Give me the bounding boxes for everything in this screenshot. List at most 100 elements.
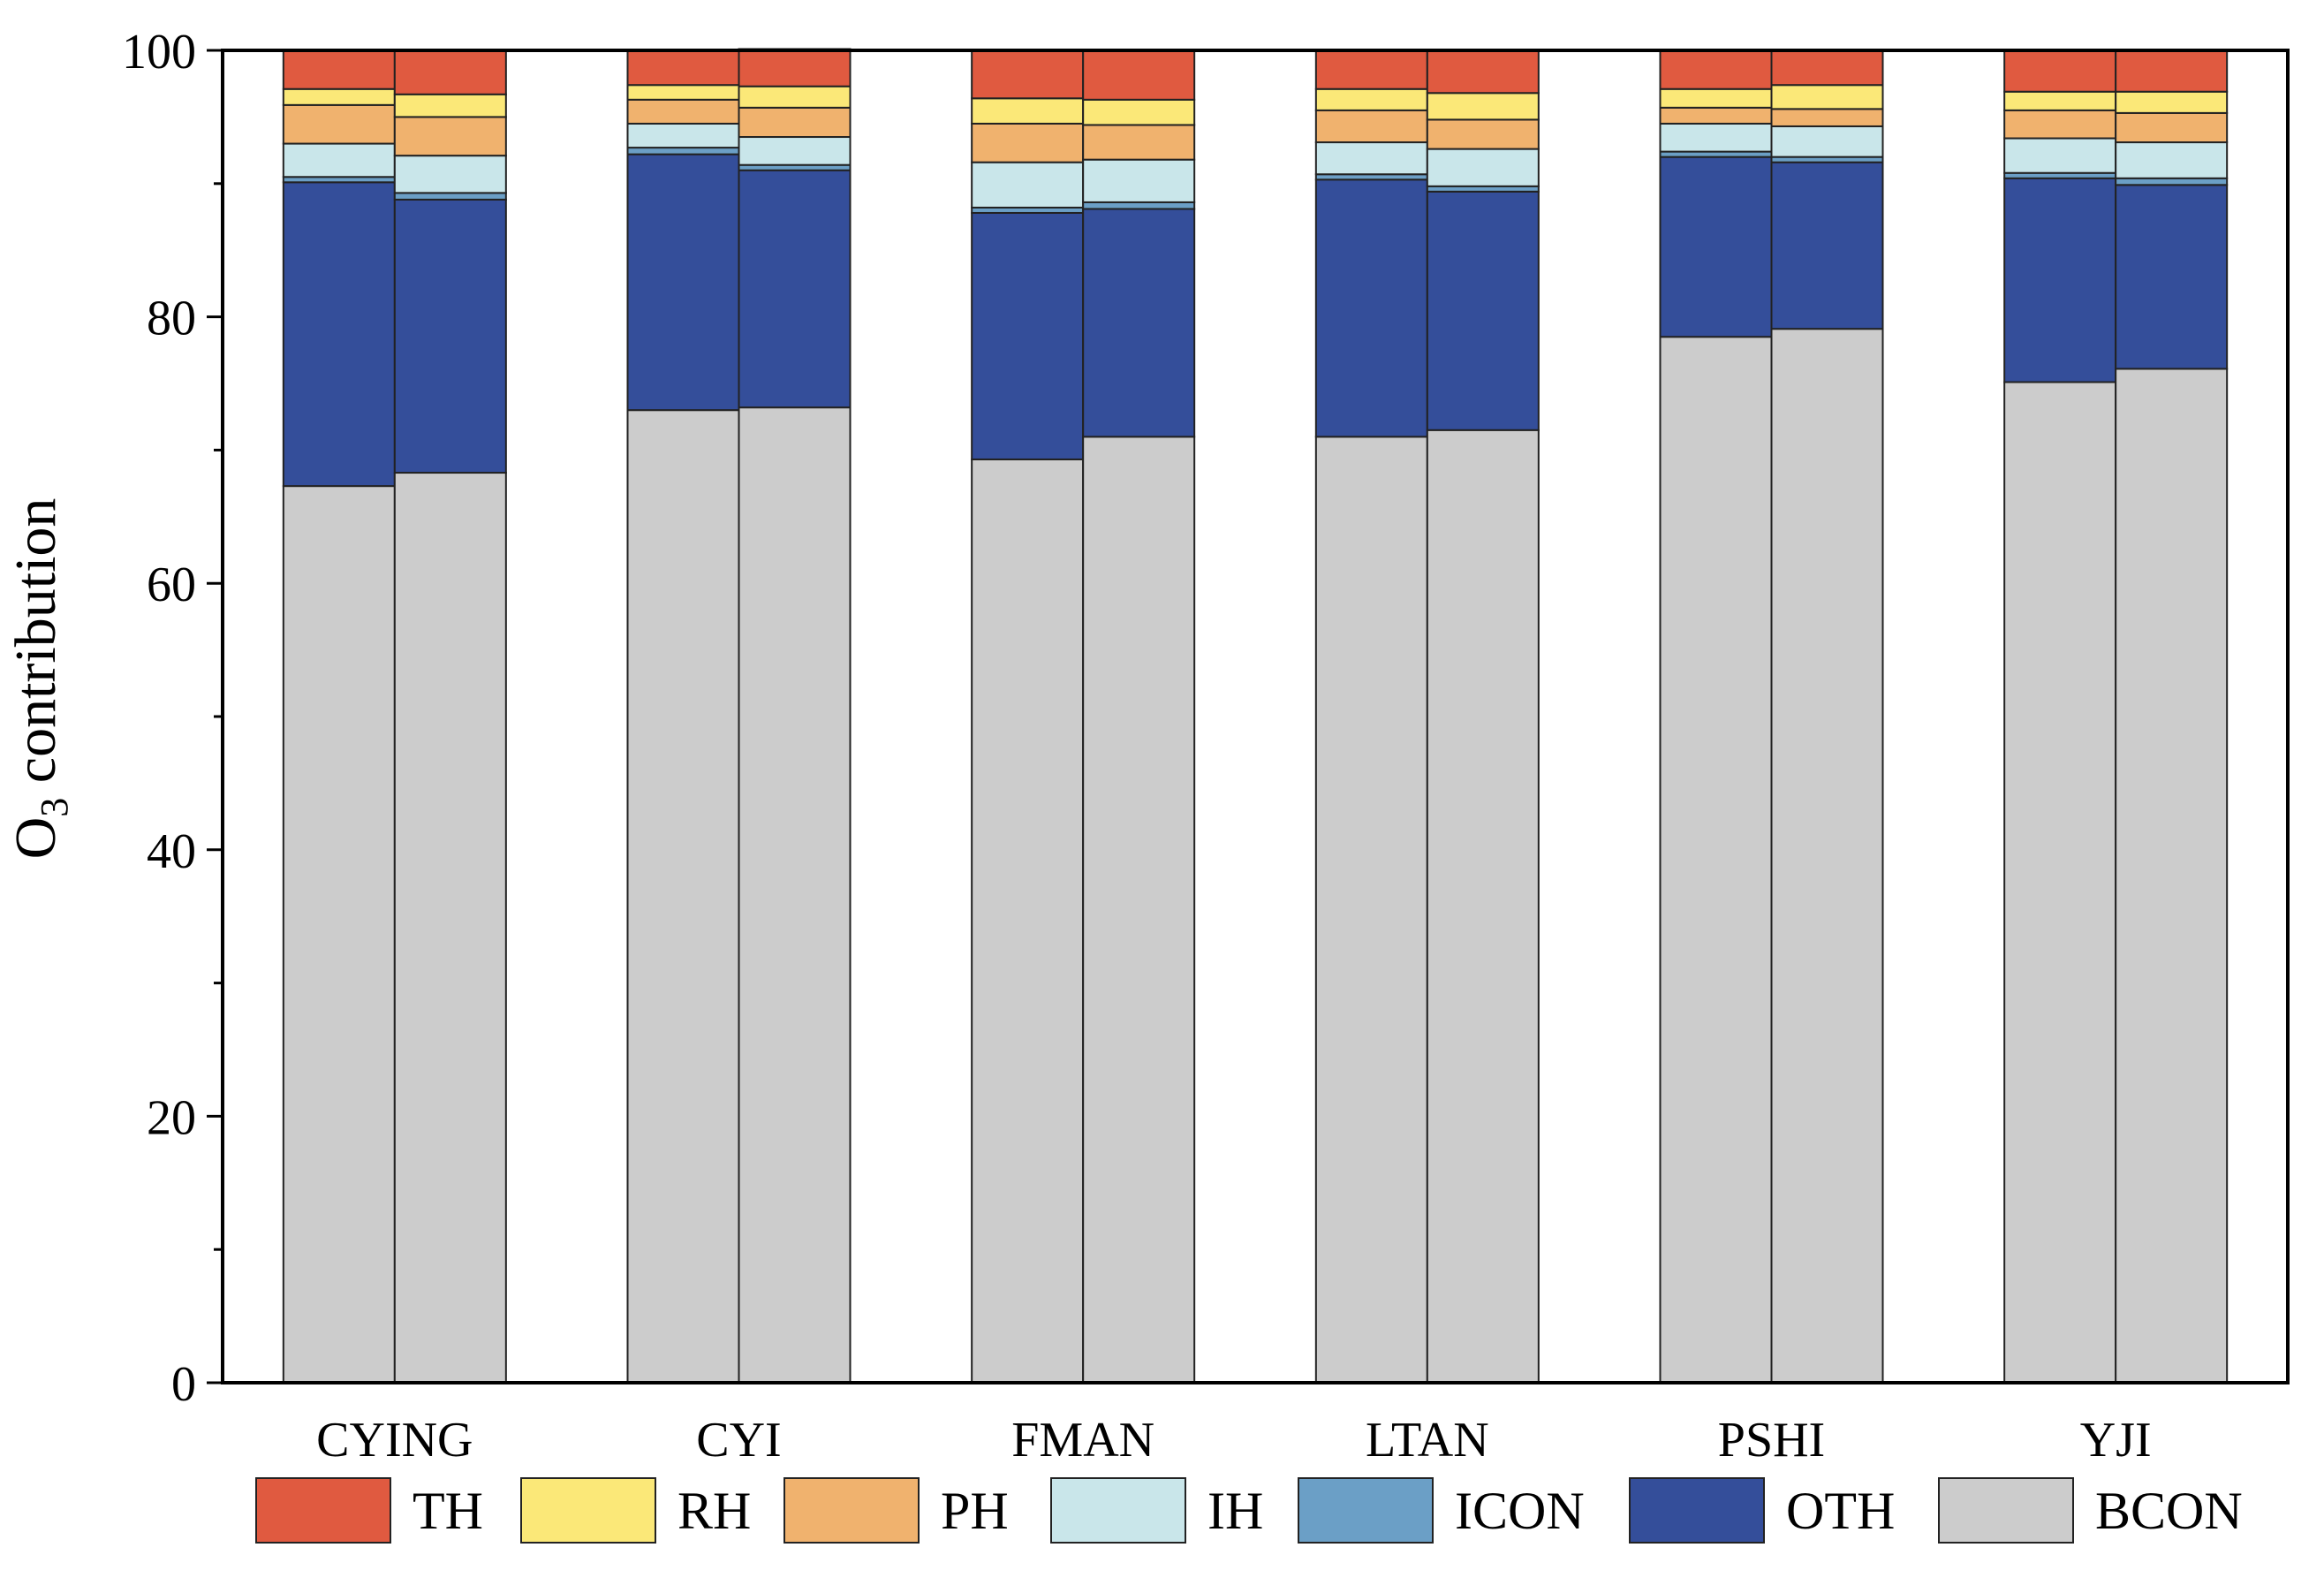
bar-segment-rh-cyi-2 (738, 85, 852, 109)
axes-group (221, 49, 2290, 1384)
bar-segment-icon-cyi-1 (626, 147, 740, 156)
bar-segment-ih-cying-2 (393, 155, 507, 194)
y-ticks-group: 0 20 40 60 80 100 (122, 25, 223, 1412)
bar-segment-ih-yji-1 (2003, 137, 2117, 174)
bar-segment-th-cyi-1 (626, 49, 740, 87)
bar-segment-th-fman-2 (1082, 49, 1196, 101)
legend-label-rh: RH (678, 1482, 751, 1540)
bar-segment-th-yji-1 (2003, 49, 2117, 93)
bar-segment-th-pshi-2 (1770, 49, 1884, 87)
legend-label-icon: ICON (1455, 1482, 1585, 1540)
bar-segment-rh-yji-2 (2115, 90, 2229, 114)
bar-segment-ph-cyi-1 (626, 98, 740, 125)
bar-segment-bcon-ltan-2 (1426, 429, 1540, 1384)
bar-segment-th-fman-1 (971, 49, 1085, 100)
bar-segment-oth-cyi-1 (626, 153, 740, 412)
legend-swatch-oth (1629, 1477, 1765, 1544)
bar-segment-ph-pshi-1 (1659, 106, 1773, 125)
bar-segment-rh-cying-2 (393, 93, 507, 118)
bar-segment-th-ltan-2 (1426, 49, 1540, 95)
legend-swatch-icon (1298, 1477, 1434, 1544)
bar-segment-th-cying-1 (282, 49, 396, 90)
legend: TH RH PH IH ICON OTH BCON (255, 1477, 2243, 1544)
y-tick-label-60: 60 (147, 558, 196, 612)
bar-segment-icon-fman-2 (1082, 201, 1196, 210)
bar-segment-ih-cyi-1 (626, 122, 740, 149)
bar-segment-oth-ltan-2 (1426, 190, 1540, 431)
legend-label-th: TH (413, 1482, 483, 1540)
bar-segment-ph-cying-2 (393, 116, 507, 157)
x-category-label-ltan: LTAN (1366, 1413, 1489, 1468)
bar-segment-th-pshi-1 (1659, 49, 1773, 90)
legend-swatch-ih (1050, 1477, 1186, 1544)
bar-segment-bcon-yji-2 (2115, 368, 2229, 1384)
bar-segment-bcon-pshi-1 (1659, 336, 1773, 1384)
legend-swatch-rh (520, 1477, 656, 1544)
bar-segment-th-cyi-2 (738, 48, 852, 87)
bar-segment-oth-cying-2 (393, 198, 507, 474)
bar-segment-rh-pshi-1 (1659, 87, 1773, 109)
y-tick-label-0: 0 (171, 1357, 196, 1412)
bar-segment-bcon-cying-1 (282, 485, 396, 1384)
bar-segment-bcon-cyi-1 (626, 409, 740, 1384)
y-tick-label-100: 100 (122, 25, 196, 80)
bar-segment-ph-yji-2 (2115, 111, 2229, 144)
bar-segment-oth-cying-1 (282, 181, 396, 488)
bar-segment-ph-pshi-2 (1770, 108, 1884, 127)
bar-segment-rh-fman-2 (1082, 98, 1196, 126)
bar-segment-rh-yji-1 (2003, 90, 2117, 111)
bar-segment-bcon-ltan-1 (1314, 436, 1428, 1384)
bar-segment-ih-fman-1 (971, 161, 1085, 209)
y-axis-title-subscript: 3 (33, 798, 76, 817)
bar-segment-ph-ltan-1 (1314, 109, 1428, 144)
legend-label-ph: PH (941, 1482, 1009, 1540)
bar-segment-ph-cyi-2 (738, 106, 852, 139)
bar-segment-oth-fman-2 (1082, 208, 1196, 438)
legend-label-bcon: BCON (2095, 1482, 2243, 1540)
bar-segment-ih-pshi-1 (1659, 122, 1773, 153)
bar-segment-ph-fman-1 (971, 122, 1085, 163)
bar-segment-oth-ltan-1 (1314, 178, 1428, 438)
bar-segment-bcon-cying-2 (393, 472, 507, 1384)
bar-segment-rh-ltan-2 (1426, 92, 1540, 121)
legend-label-ih: IH (1207, 1482, 1263, 1540)
bar-segment-ih-yji-2 (2115, 141, 2229, 179)
legend-label-oth: OTH (1786, 1482, 1895, 1540)
bar-segment-th-yji-2 (2115, 49, 2229, 93)
bar-segment-rh-cying-1 (282, 87, 396, 106)
x-category-label-pshi: PSHI (1718, 1413, 1825, 1468)
bar-segment-ih-pshi-2 (1770, 125, 1884, 158)
bar-segment-bcon-yji-1 (2003, 381, 2117, 1384)
y-axis-title-suffix: contribution (4, 498, 68, 798)
x-category-label-yji: YJI (2080, 1413, 2152, 1468)
bar-segment-ih-fman-2 (1082, 158, 1196, 203)
bar-segment-rh-fman-1 (971, 97, 1085, 125)
x-category-label-cyi: CYI (696, 1413, 781, 1468)
bar-segment-ph-cying-1 (282, 103, 396, 145)
bar-segment-icon-cying-2 (393, 192, 507, 201)
legend-swatch-th (255, 1477, 391, 1544)
bar-segment-oth-fman-1 (971, 211, 1085, 460)
bar-segment-rh-cyi-1 (626, 84, 740, 101)
legend-swatch-bcon (1938, 1477, 2074, 1544)
y-axis-title-prefix: O (4, 817, 68, 860)
bar-segment-ph-fman-2 (1082, 124, 1196, 161)
y-axis-title: O3 contribution (4, 498, 76, 860)
bar-segment-ih-ltan-2 (1426, 148, 1540, 187)
bar-segment-ph-yji-1 (2003, 109, 2117, 140)
x-category-label-fman: FMAN (1011, 1413, 1154, 1468)
bar-segment-th-cying-2 (393, 49, 507, 95)
bar-segment-oth-pshi-2 (1770, 161, 1884, 330)
x-category-labels: CYING CYI FMAN LTAN PSHI YJI (316, 1413, 2151, 1468)
bar-segment-oth-yji-2 (2115, 184, 2229, 370)
y-tick-label-80: 80 (147, 292, 196, 346)
bar-segment-icon-yji-2 (2115, 177, 2229, 186)
x-category-label-cying: CYING (316, 1413, 473, 1468)
y-tick-label-40: 40 (147, 824, 196, 879)
bar-segment-bcon-pshi-2 (1770, 328, 1884, 1384)
bar-segment-oth-pshi-1 (1659, 156, 1773, 338)
bars-group (282, 48, 2229, 1384)
bar-segment-rh-pshi-2 (1770, 84, 1884, 110)
bar-segment-bcon-fman-2 (1082, 436, 1196, 1384)
